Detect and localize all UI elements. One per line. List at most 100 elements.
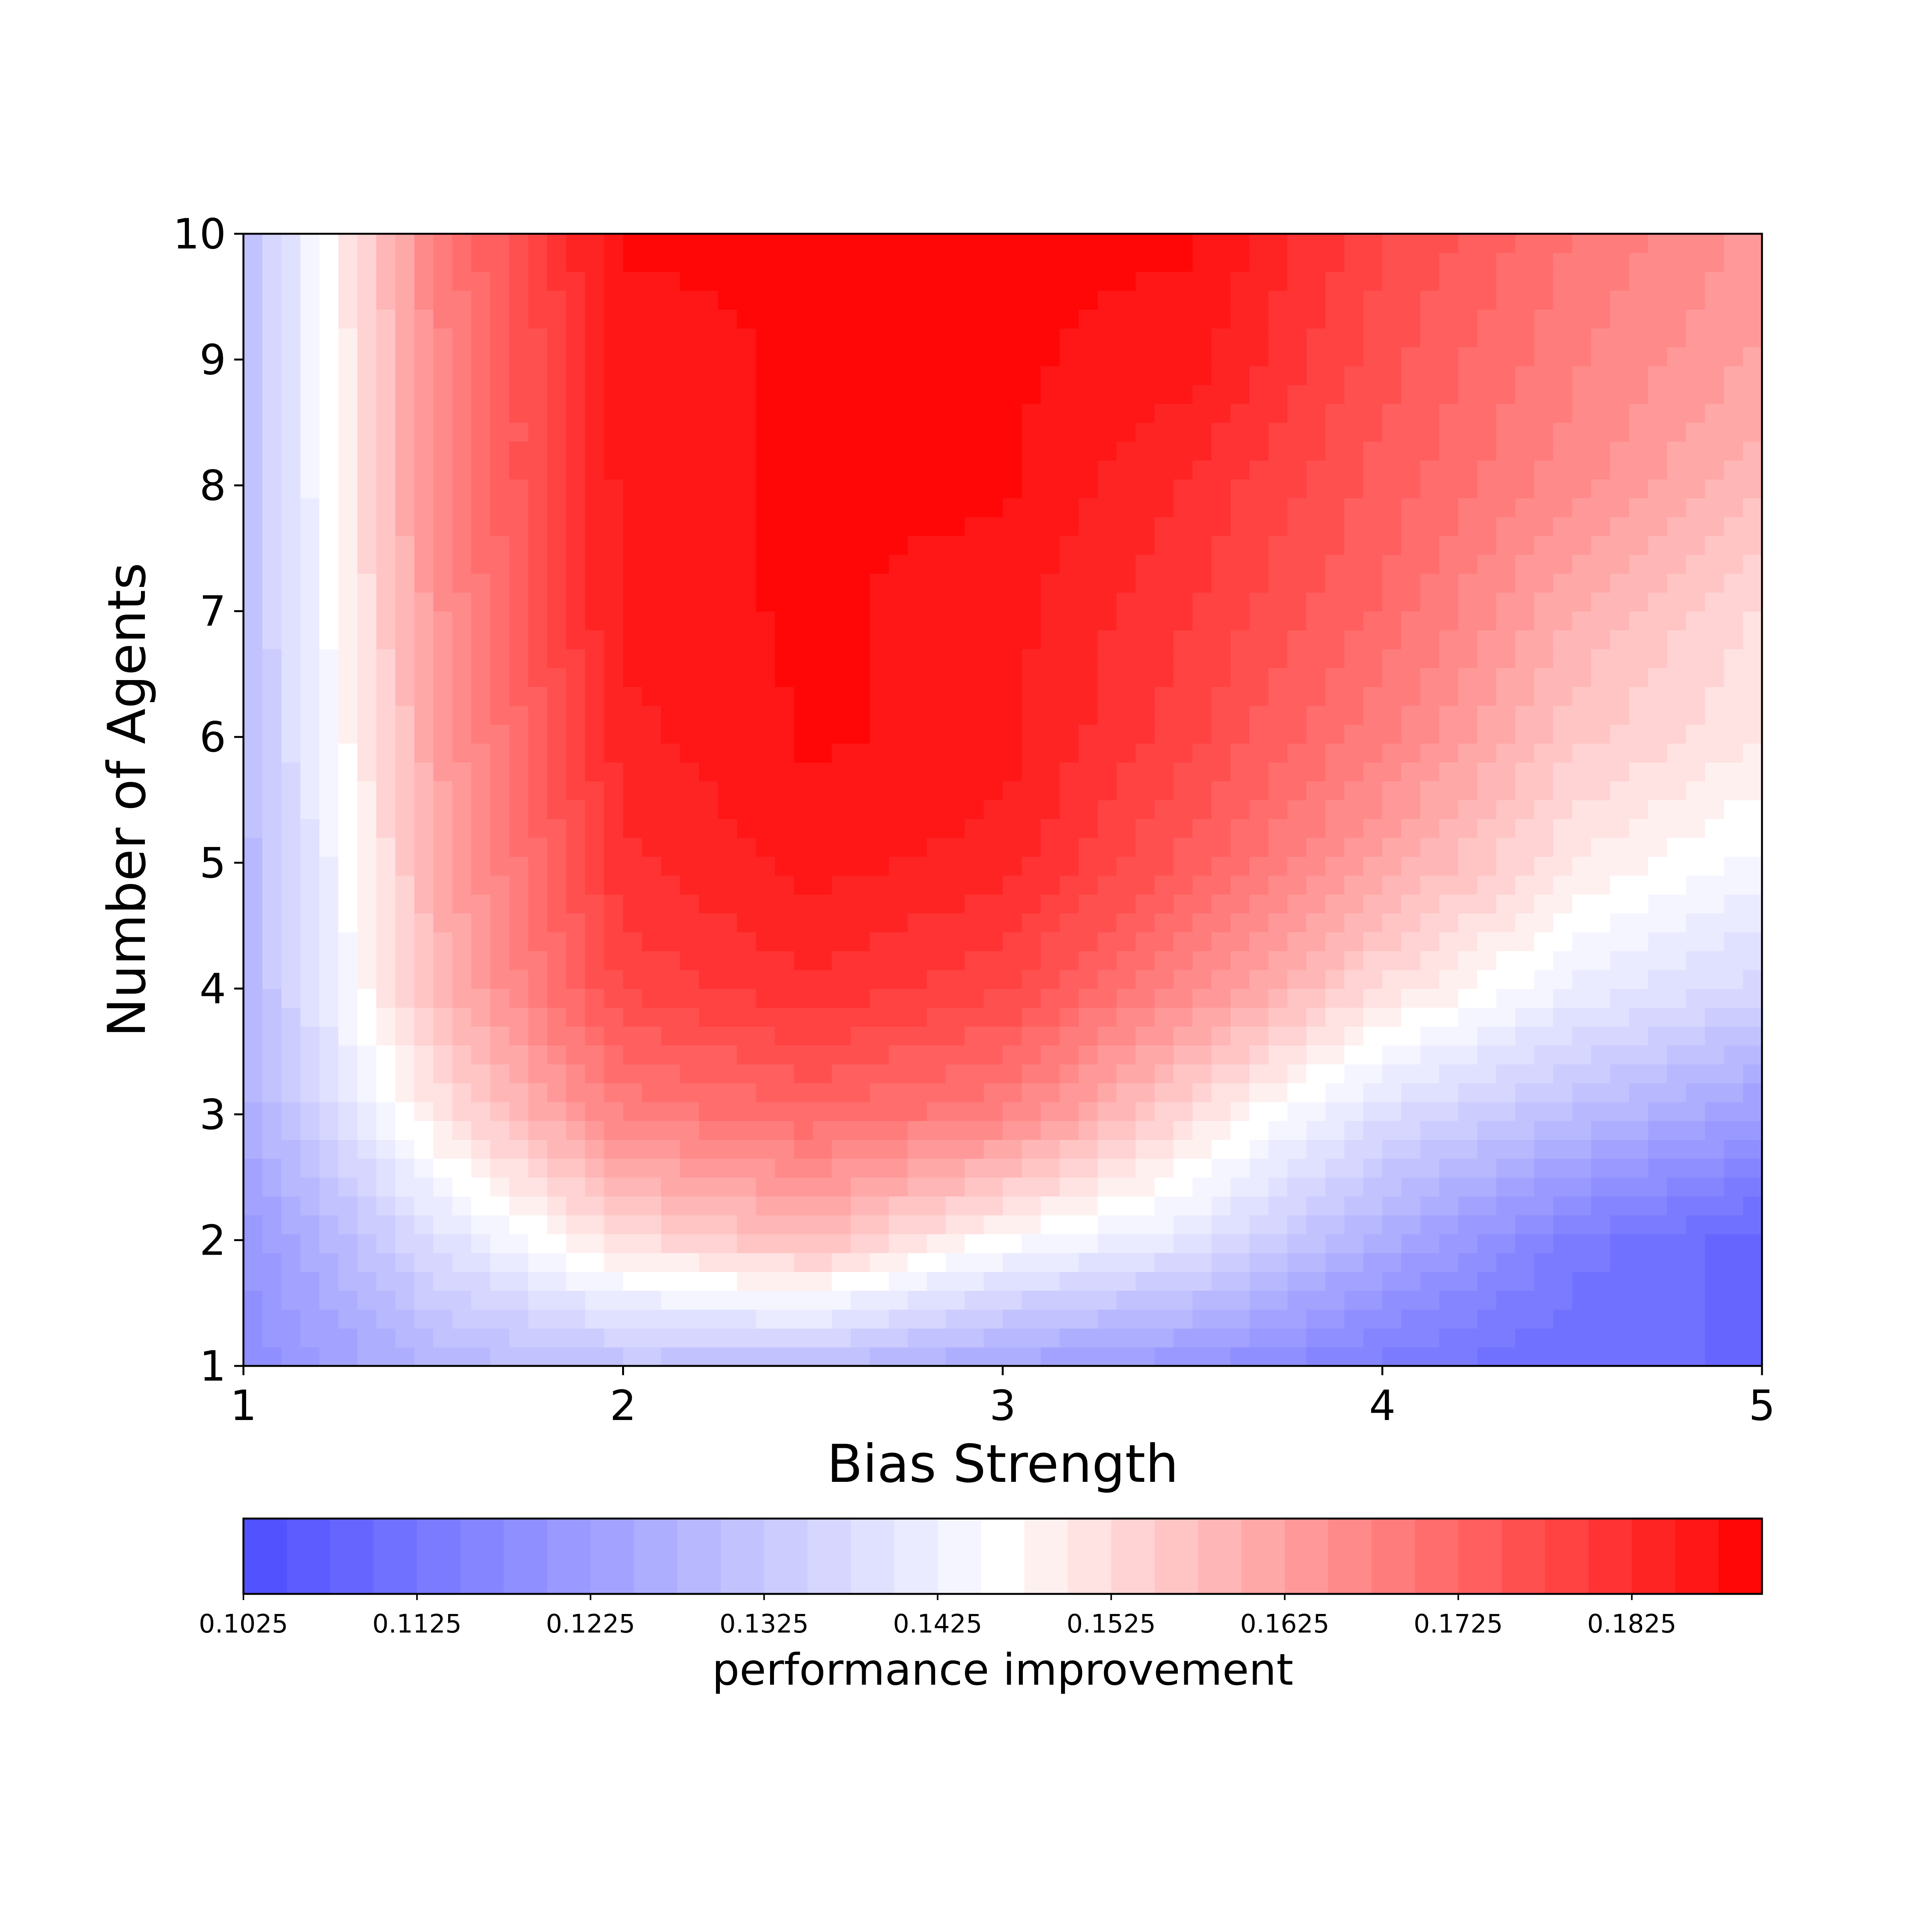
contour-cell (1496, 1026, 1516, 1046)
contour-cell (1325, 1253, 1345, 1272)
contour-cell (756, 951, 776, 970)
contour-cell (661, 969, 680, 989)
contour-cell (775, 649, 794, 668)
contour-cell (964, 1177, 984, 1197)
contour-cell (737, 536, 757, 555)
contour-cell (870, 366, 889, 385)
contour-cell (1306, 252, 1326, 272)
contour-cell (509, 1158, 529, 1178)
contour-cell (1325, 668, 1345, 687)
contour-cell (1648, 290, 1668, 310)
contour-cell (604, 951, 624, 970)
contour-cell (433, 1064, 453, 1083)
contour-cell (1553, 441, 1573, 461)
contour-cell (1325, 951, 1345, 970)
contour-cell (300, 724, 320, 744)
contour-cell (1743, 554, 1762, 574)
contour-cell (1135, 1271, 1155, 1291)
contour-cell (1306, 384, 1326, 404)
contour-cell (1705, 1328, 1725, 1348)
contour-cell (262, 441, 282, 461)
contour-cell (1572, 1139, 1592, 1159)
contour-cell (889, 1083, 908, 1102)
contour-cell (1344, 1328, 1364, 1348)
contour-cell (851, 1045, 871, 1065)
contour-cell (1211, 988, 1231, 1008)
contour-cell (528, 1102, 548, 1121)
contour-cell (946, 366, 965, 385)
contour-cell (927, 1234, 946, 1253)
contour-cell (1553, 1045, 1573, 1065)
contour-cell (452, 403, 472, 423)
contour-cell (585, 951, 605, 970)
contour-cell (1041, 1290, 1060, 1310)
contour-cell (737, 762, 757, 782)
contour-cell (680, 271, 700, 291)
contour-cell (851, 422, 871, 442)
contour-cell (414, 818, 434, 838)
contour-cell (1496, 630, 1516, 650)
contour-cell (1249, 347, 1269, 366)
contour-cell (1420, 592, 1440, 612)
contour-cell (243, 951, 263, 970)
contour-cell (1667, 1064, 1687, 1083)
contour-cell (680, 479, 700, 498)
contour-cell (1097, 913, 1117, 932)
contour-cell (1325, 630, 1345, 650)
contour-cell (471, 894, 491, 913)
contour-cell (1439, 422, 1459, 442)
contour-cell (1477, 1215, 1497, 1235)
contour-cell (1591, 366, 1611, 385)
contour-cell (1515, 1158, 1535, 1178)
contour-cell (1230, 441, 1250, 461)
contour-cell (281, 1234, 301, 1253)
contour-cell (1591, 1007, 1611, 1027)
contour-cell (376, 837, 396, 857)
contour-cell (566, 800, 586, 819)
contour-cell (1116, 1196, 1136, 1216)
contour-cell (1078, 1196, 1098, 1216)
contour-cell (1382, 309, 1402, 329)
contour-cell (1287, 1121, 1307, 1140)
contour-cell (1306, 1347, 1326, 1366)
contour-cell (1477, 856, 1497, 876)
contour-cell (471, 1215, 491, 1235)
contour-cell (1155, 498, 1174, 517)
contour-cell (376, 724, 396, 744)
contour-cell (1743, 743, 1762, 763)
contour-cell (262, 1328, 282, 1348)
contour-cell (357, 384, 377, 404)
contour-cell (1477, 611, 1497, 631)
contour-cell (604, 1347, 624, 1366)
contour-cell (1382, 1234, 1402, 1253)
contour-cell (946, 1347, 965, 1366)
contour-cell (1515, 781, 1535, 800)
contour-cell (1155, 649, 1174, 668)
contour-cell (319, 913, 339, 932)
contour-cell (1515, 705, 1535, 725)
contour-cell (1477, 1347, 1497, 1366)
contour-cell (737, 271, 757, 291)
contour-cell (262, 1158, 282, 1178)
contour-cell (1458, 668, 1478, 687)
contour-cell (452, 1158, 472, 1178)
contour-cell (1041, 366, 1060, 385)
contour-cell (870, 1064, 889, 1083)
contour-cell (1705, 913, 1725, 932)
contour-cell (1705, 1026, 1725, 1046)
contour-cell (1192, 290, 1212, 310)
contour-cell (1572, 1121, 1592, 1140)
contour-cell (1003, 951, 1022, 970)
contour-cell (1363, 271, 1383, 291)
contour-cell (661, 913, 680, 932)
contour-cell (756, 705, 776, 725)
contour-cell (414, 1121, 434, 1140)
contour-cell (547, 441, 567, 461)
contour-cell (1401, 1290, 1421, 1310)
contour-cell (623, 818, 643, 838)
contour-cell (585, 668, 605, 687)
contour-cell (1192, 1045, 1212, 1065)
contour-cell (1249, 649, 1269, 668)
contour-cell (1192, 856, 1212, 876)
contour-cell (851, 1139, 871, 1159)
